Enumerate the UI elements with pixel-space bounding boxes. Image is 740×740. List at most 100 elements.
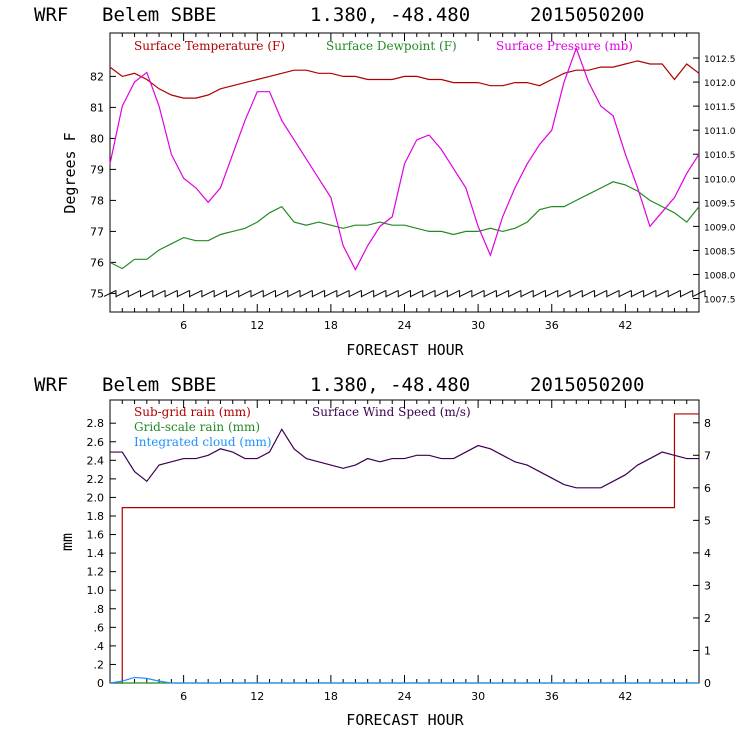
- y-tick-label: 76: [90, 256, 104, 269]
- chart-1-series: [103, 46, 706, 298]
- chart-1-legend-dewpoint: Surface Dewpoint (F): [326, 39, 457, 53]
- wind-barb: [655, 289, 669, 298]
- chart-1-y-axis-left: 75 76 77 78 79 80 81 82: [90, 70, 116, 300]
- wind-barb: [692, 289, 706, 298]
- y-tick-label: 1.4: [87, 547, 105, 560]
- x-tick-label: 42: [618, 690, 632, 703]
- chart-2-legend-integrated-cloud: Integrated cloud (mm): [134, 435, 272, 449]
- wind-barb: [336, 289, 350, 298]
- wind-barb: [398, 289, 411, 298]
- chart-2-y-axis-right: 0 1 2 3 4 5 6 7 8: [693, 417, 711, 690]
- wind-barb: [533, 289, 546, 298]
- y-tick-label: 2.0: [87, 491, 105, 504]
- x-tick-label: 24: [398, 319, 412, 332]
- chart-2-header-model: WRF: [34, 374, 68, 396]
- chart-2-x-axis-label: FORECAST HOUR: [346, 711, 464, 729]
- wind-barb: [165, 289, 178, 298]
- wind-barb: [201, 289, 215, 298]
- y2-tick-label: 4: [704, 547, 711, 560]
- y2-tick-label: 1009.0: [704, 223, 736, 233]
- y-tick-label: 81: [90, 101, 104, 114]
- series-line-surface-temperature-f: [109, 60, 700, 99]
- wind-barb: [263, 289, 277, 298]
- wind-barb: [238, 289, 252, 298]
- chart-2: WRF Belem SBBE 1.380, -48.480 2015050200…: [34, 374, 711, 729]
- y2-tick-label: 1010.0: [704, 175, 736, 185]
- x-tick-label: 18: [324, 690, 338, 703]
- wind-barb: [275, 289, 289, 298]
- wind-barb: [545, 289, 559, 298]
- wind-barb: [312, 289, 326, 298]
- y2-tick-label: 1011.0: [704, 127, 736, 137]
- chart-2-x-axis: 6 12 18 24 30 36 42: [109, 400, 700, 703]
- y2-tick-label: 1010.5: [704, 151, 736, 161]
- y2-tick-label: 1008.0: [704, 271, 736, 281]
- y-tick-label: 82: [90, 70, 104, 83]
- y-tick-label: 80: [90, 132, 104, 145]
- wind-barb: [643, 289, 657, 298]
- y2-tick-label: 1009.5: [704, 199, 736, 209]
- wind-barb: [386, 289, 399, 298]
- y-tick-label: 2.6: [87, 436, 105, 449]
- series-line-sub-grid-rain-mm: [110, 413, 699, 684]
- wind-barb: [300, 289, 313, 298]
- y-tick-label: 1.0: [87, 584, 105, 597]
- y2-tick-label: 1012.5: [704, 55, 736, 65]
- wind-barb: [373, 289, 387, 298]
- y-tick-label: 2.2: [87, 473, 105, 486]
- x-tick-label: 36: [545, 690, 559, 703]
- y-tick-label: .2: [94, 658, 105, 671]
- x-tick-label: 36: [545, 319, 559, 332]
- y2-tick-label: 6: [704, 482, 711, 495]
- x-tick-label: 30: [471, 319, 485, 332]
- chart-1-plot-frame: [109, 32, 700, 313]
- wind-barb: [520, 289, 534, 298]
- y-tick-label: 77: [90, 225, 104, 238]
- series-line-surface-dewpoint-f: [109, 181, 700, 270]
- wind-barb: [631, 289, 645, 298]
- wind-barb: [361, 289, 375, 298]
- wind-barb: [680, 289, 694, 298]
- y2-tick-label: 0: [704, 677, 711, 690]
- y2-tick-label: 1011.5: [704, 103, 736, 113]
- chart-2-header-station: Belem SBBE: [102, 374, 216, 396]
- series-line-integrated-cloud-mm: [109, 676, 699, 684]
- chart-1-legend-pressure: Surface Pressure (mb): [496, 39, 633, 53]
- x-tick-label: 6: [180, 319, 187, 332]
- wind-barb: [226, 289, 240, 298]
- wind-barb: [422, 289, 436, 298]
- chart-1-y-axis-right: 1007.5 1008.0 1008.5 1009.0 1009.5 1010.0 1010…: [693, 55, 736, 306]
- chart-2-header-coords: 1.380, -48.480: [310, 374, 470, 396]
- wind-barb: [349, 289, 362, 298]
- y-tick-label: 79: [90, 163, 104, 176]
- chart-1-x-axis-label: FORECAST HOUR: [346, 341, 464, 359]
- wind-barb: [410, 289, 424, 298]
- wind-barb: [116, 289, 129, 298]
- wind-barb: [251, 289, 264, 298]
- wind-barb: [128, 289, 142, 298]
- y2-tick-label: 1008.5: [704, 247, 736, 257]
- wind-barb: [324, 289, 338, 298]
- wind-barb: [140, 289, 154, 298]
- chart-2-legend-subgrid-rain: Sub-grid rain (mm): [134, 405, 251, 419]
- wind-barb: [189, 289, 203, 298]
- y-tick-label: 75: [90, 287, 104, 300]
- wind-barb: [668, 289, 681, 298]
- chart-2-series: [109, 413, 699, 684]
- x-tick-label: 6: [180, 690, 187, 703]
- x-tick-label: 18: [324, 319, 338, 332]
- y2-tick-label: 5: [704, 514, 711, 527]
- wind-barb: [582, 289, 596, 298]
- series-line-surface-wind-speed-m-s: [110, 428, 699, 489]
- y-tick-label: 78: [90, 194, 104, 207]
- wind-barb: [484, 289, 497, 298]
- wind-barb: [177, 289, 191, 298]
- y-tick-label: 1.6: [87, 529, 105, 542]
- wind-barb: [471, 289, 485, 298]
- chart-2-legend-gridscale-rain: Grid-scale rain (mm): [134, 420, 260, 434]
- wind-barb: [508, 289, 522, 298]
- x-tick-label: 24: [398, 690, 412, 703]
- chart-2-legend-wind-speed: Surface Wind Speed (m/s): [312, 405, 471, 419]
- y2-tick-label: 3: [704, 579, 711, 592]
- y2-tick-label: 1012.0: [704, 79, 736, 89]
